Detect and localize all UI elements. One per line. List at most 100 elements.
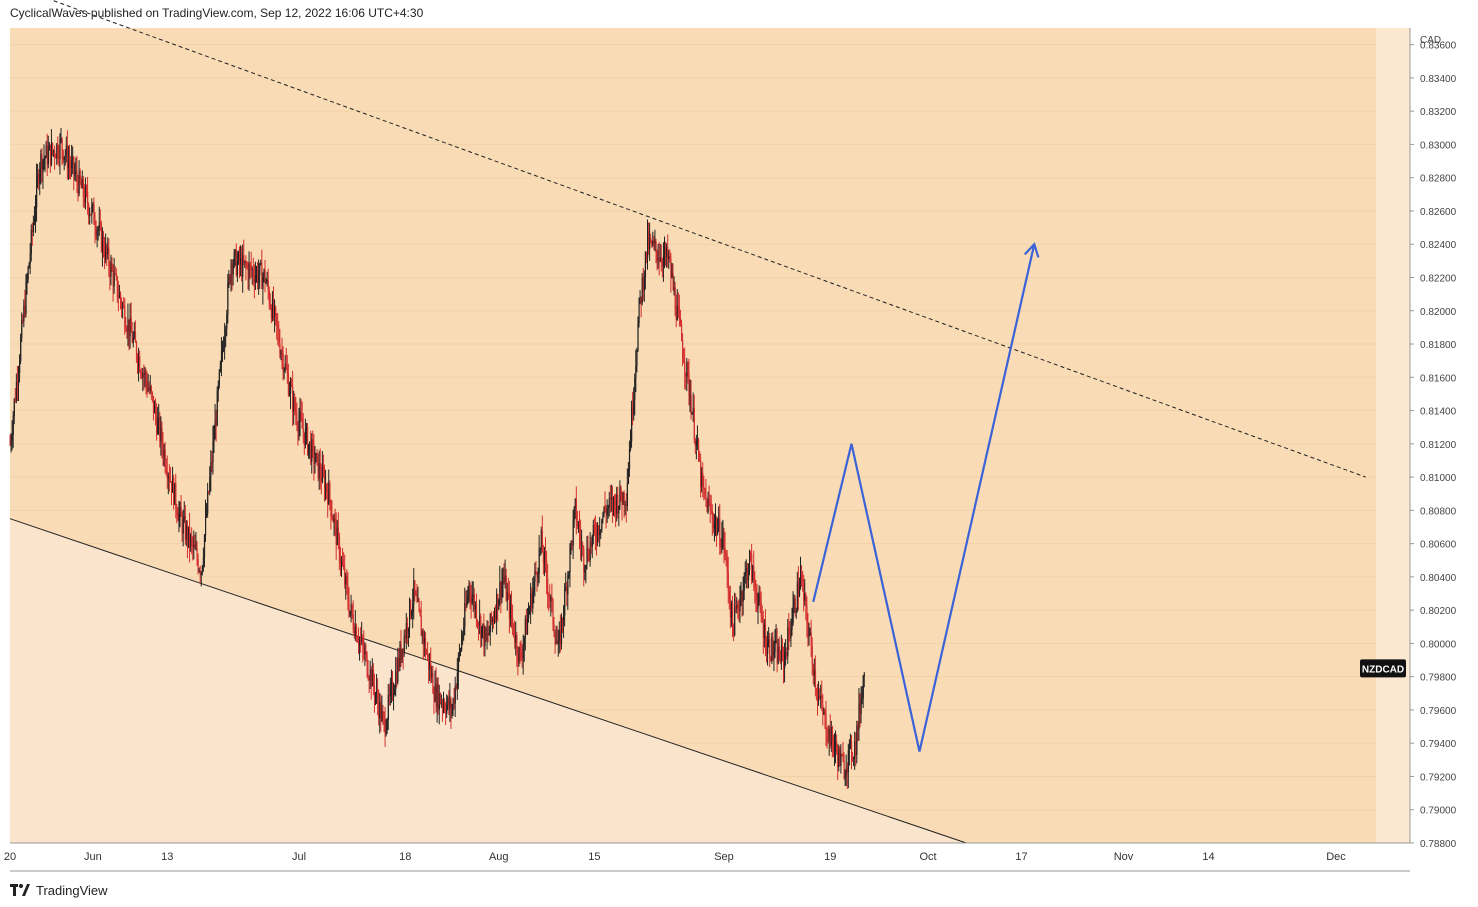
candle-body — [104, 252, 106, 259]
candle-body — [473, 594, 476, 610]
candle-body — [540, 530, 542, 548]
candle-body — [772, 636, 774, 656]
candle-body — [558, 629, 561, 641]
candle-body — [693, 407, 695, 441]
candle-body — [206, 513, 208, 516]
candle-body — [676, 305, 678, 321]
candle-body — [471, 597, 473, 603]
candle-body — [829, 728, 831, 746]
candle-body — [414, 580, 416, 594]
candle-body — [654, 241, 656, 244]
price-tick-label: 0.79800 — [1420, 673, 1457, 684]
candle-body — [530, 593, 532, 609]
candle-body — [381, 710, 383, 721]
candle-body — [590, 542, 592, 547]
price-tick-label: 0.80800 — [1420, 506, 1457, 517]
candle-body — [557, 640, 559, 645]
candle-body — [194, 544, 196, 549]
candle-body — [16, 381, 19, 386]
candle-body — [33, 218, 36, 223]
candle-body — [849, 741, 852, 744]
candle-body — [86, 187, 88, 192]
candle-body — [776, 640, 778, 664]
price-tick-label: 0.83400 — [1420, 74, 1457, 85]
candle-body — [156, 416, 158, 434]
candle-body — [39, 168, 41, 184]
candle-body — [644, 251, 647, 277]
candle-body — [279, 343, 281, 355]
candle-body — [483, 624, 485, 647]
candle-body — [349, 610, 351, 615]
candle-body — [636, 351, 638, 366]
candle-body — [179, 506, 181, 513]
candle-body — [635, 365, 637, 378]
candle-body — [615, 501, 617, 514]
candle-body — [822, 704, 824, 714]
candle-body — [519, 647, 521, 654]
candle-body — [793, 598, 795, 608]
candle-body — [790, 629, 792, 639]
candle-body — [307, 426, 309, 454]
candle-body — [823, 711, 825, 714]
candle-body — [695, 440, 698, 446]
candle-body — [824, 711, 826, 715]
time-tick-label: Jul — [292, 851, 306, 863]
candle-body — [183, 516, 185, 520]
candle-body — [165, 467, 167, 472]
candle-body — [521, 656, 523, 659]
time-tick-label: Jun — [84, 851, 102, 863]
candle-body — [56, 144, 58, 159]
tradingview-logo-icon — [10, 884, 30, 896]
candle-body — [587, 547, 589, 559]
time-tick-label: Aug — [489, 851, 509, 863]
candle-body — [28, 263, 30, 269]
candle-body — [757, 601, 759, 609]
candle-body — [116, 276, 119, 298]
candle-body — [120, 293, 122, 302]
candle-body — [218, 370, 221, 386]
candle-body — [283, 369, 285, 372]
candle-body — [525, 619, 528, 635]
candle-body — [280, 352, 282, 355]
candle-body — [139, 356, 141, 372]
candle-body — [805, 594, 807, 606]
candle-body — [350, 604, 352, 611]
candle-body — [524, 619, 527, 638]
trend-channel — [9, 0, 1366, 844]
candle-body — [89, 214, 91, 217]
candle-body — [517, 653, 519, 662]
candle-body — [506, 592, 508, 601]
candle-body — [46, 145, 48, 165]
candle-body — [559, 629, 562, 645]
candle-body — [149, 386, 151, 391]
candle-body — [548, 594, 550, 597]
time-tick-label: 17 — [1015, 851, 1027, 863]
candle-body — [470, 594, 472, 603]
candle-body — [176, 508, 178, 516]
candle-body — [186, 525, 189, 543]
candle-body — [344, 567, 346, 585]
candle-body — [254, 275, 257, 283]
candle-body — [814, 669, 817, 689]
candle-body — [645, 251, 648, 259]
candle-body — [52, 143, 54, 152]
candle-body — [662, 255, 665, 266]
price-tick-label: 0.79600 — [1420, 706, 1457, 717]
candle-body — [688, 372, 690, 397]
time-tick-label: 13 — [161, 851, 173, 863]
candle-body — [30, 229, 32, 255]
candle-body — [341, 560, 343, 565]
candle-body — [812, 664, 814, 676]
candle-body — [734, 606, 736, 636]
candle-body — [710, 510, 712, 512]
candle-body — [181, 516, 183, 534]
candle-body — [665, 247, 667, 258]
candle-body — [348, 602, 350, 615]
candle-body — [807, 623, 809, 637]
candle-body — [678, 308, 681, 319]
candle-body — [611, 497, 614, 510]
candle-body — [299, 411, 301, 422]
candle-body — [337, 527, 340, 537]
candle-body — [364, 651, 366, 655]
candle-body — [708, 499, 710, 503]
